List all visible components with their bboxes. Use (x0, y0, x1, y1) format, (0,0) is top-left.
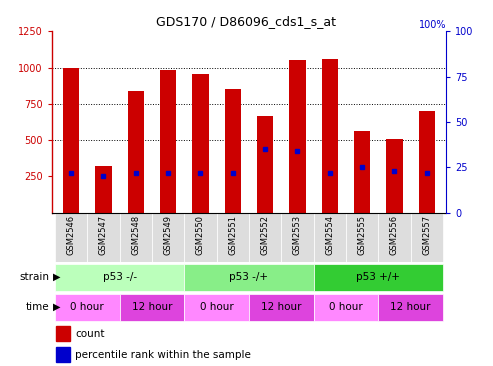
Bar (160, 70, 176, 213)
Bar (346, 213, 378, 262)
Bar (63, 68, 79, 213)
Text: GSM2550: GSM2550 (196, 215, 205, 255)
Text: ▶: ▶ (53, 302, 60, 312)
Bar (96, 165, 111, 213)
Text: GSM2557: GSM2557 (423, 215, 431, 255)
Bar (120, 294, 184, 321)
Text: 0 hour: 0 hour (200, 302, 234, 312)
Bar (314, 213, 346, 262)
Text: ▶: ▶ (53, 272, 60, 282)
Text: GSM2546: GSM2546 (67, 215, 75, 255)
Bar (120, 213, 152, 262)
Bar (314, 264, 443, 291)
Bar (322, 59, 338, 213)
Text: GSM2553: GSM2553 (293, 215, 302, 255)
Bar (257, 116, 273, 213)
Bar (419, 111, 435, 213)
Text: GSM2549: GSM2549 (164, 215, 173, 255)
Bar (56, 347, 70, 362)
Text: 12 hour: 12 hour (390, 302, 431, 312)
Text: strain: strain (19, 272, 49, 282)
Text: GDS170 / D86096_cds1_s_at: GDS170 / D86096_cds1_s_at (156, 15, 337, 28)
Text: percentile rank within the sample: percentile rank within the sample (75, 350, 251, 360)
Bar (55, 264, 184, 291)
Bar (184, 294, 249, 321)
Bar (314, 294, 378, 321)
Bar (411, 213, 443, 262)
Text: p53 -/+: p53 -/+ (229, 272, 269, 282)
Text: GSM2551: GSM2551 (228, 215, 237, 255)
Bar (87, 213, 120, 262)
Text: GSM2554: GSM2554 (325, 215, 334, 255)
Text: p53 +/+: p53 +/+ (356, 272, 400, 282)
Text: GSM2548: GSM2548 (131, 215, 141, 255)
Bar (152, 213, 184, 262)
Text: GSM2556: GSM2556 (390, 215, 399, 255)
Bar (289, 60, 306, 213)
Text: 0 hour: 0 hour (329, 302, 363, 312)
Bar (249, 213, 282, 262)
Bar (354, 131, 370, 213)
Text: 12 hour: 12 hour (261, 302, 302, 312)
Bar (128, 91, 144, 213)
Text: time: time (26, 302, 49, 312)
Bar (225, 89, 241, 213)
Bar (282, 213, 314, 262)
Bar (378, 213, 411, 262)
Bar (184, 264, 314, 291)
Bar (216, 213, 249, 262)
Bar (192, 74, 209, 213)
Text: 100%: 100% (419, 20, 446, 30)
Text: 0 hour: 0 hour (70, 302, 104, 312)
Text: p53 -/-: p53 -/- (103, 272, 137, 282)
Bar (249, 294, 314, 321)
Text: GSM2547: GSM2547 (99, 215, 108, 255)
Text: count: count (75, 329, 105, 339)
Bar (184, 213, 216, 262)
Text: GSM2555: GSM2555 (357, 215, 367, 255)
Bar (387, 139, 402, 213)
Bar (55, 294, 120, 321)
Text: 12 hour: 12 hour (132, 302, 172, 312)
Bar (378, 294, 443, 321)
Text: GSM2552: GSM2552 (261, 215, 270, 255)
Bar (55, 213, 87, 262)
Bar (56, 326, 70, 341)
